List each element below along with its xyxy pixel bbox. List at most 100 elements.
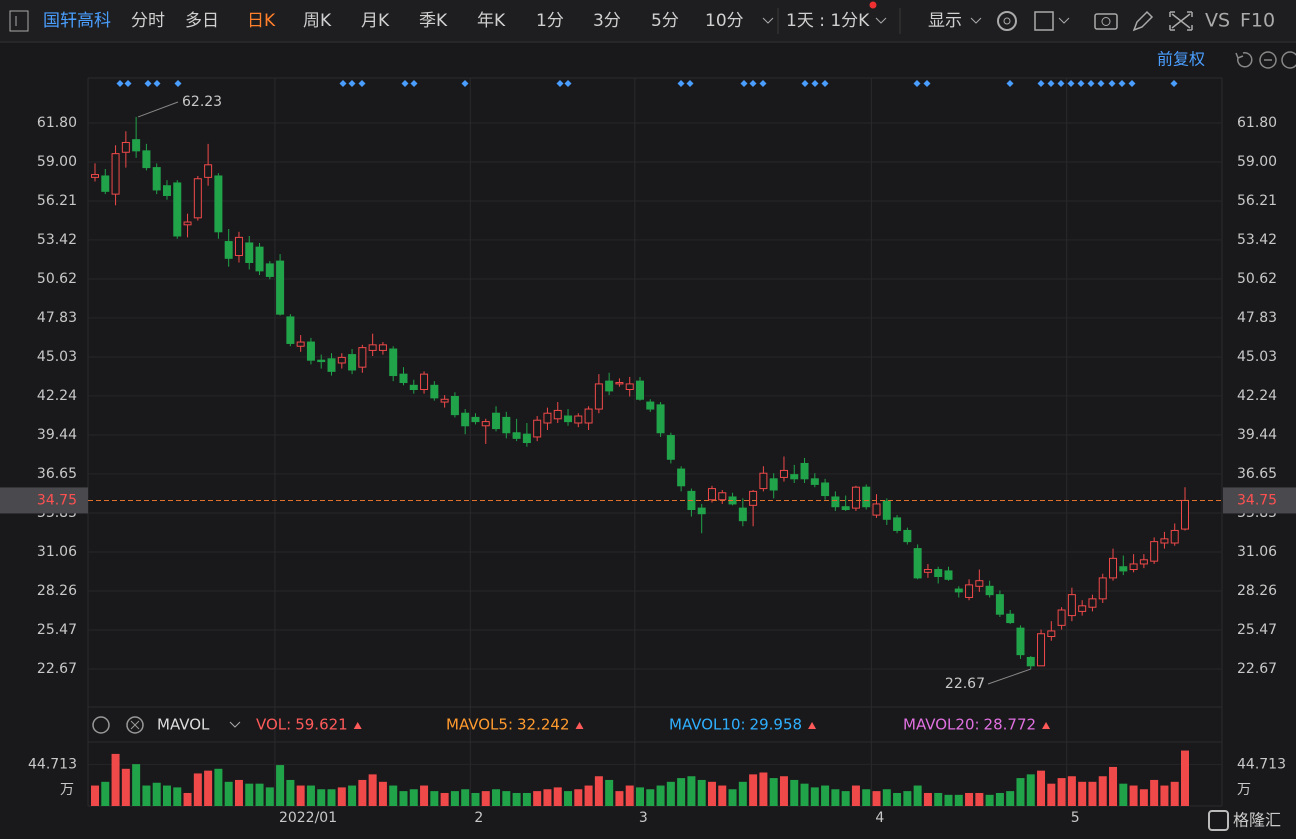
indicator-settings[interactable]: [92, 716, 110, 734]
zoom-in-icon[interactable]: [1281, 51, 1296, 69]
indicator-close[interactable]: [126, 716, 144, 734]
f10-button[interactable]: F10: [1240, 10, 1275, 32]
chevron[interactable]: [970, 17, 982, 24]
reset-icon[interactable]: [1235, 52, 1253, 68]
candle-body: [975, 580, 984, 587]
volume-bar: [841, 791, 850, 806]
legend-value: 28.772: [984, 716, 1037, 734]
y-tick-label: 47.83: [37, 310, 77, 326]
camera-icon[interactable]: [1094, 13, 1118, 30]
period-tab[interactable]: 1分: [536, 11, 564, 31]
candle-body: [707, 488, 716, 501]
stock-name[interactable]: 国轩高科: [43, 11, 111, 31]
candle-body: [234, 236, 243, 257]
x-tick-label: 5: [1071, 810, 1080, 826]
volume-bar: [707, 781, 716, 806]
period-tab[interactable]: 3分: [593, 11, 621, 31]
candle-body: [1047, 630, 1056, 638]
period-tab[interactable]: 周K: [303, 11, 332, 31]
volume-bar: [759, 772, 768, 806]
chevron[interactable]: [1058, 17, 1070, 24]
chevron[interactable]: [229, 721, 241, 728]
volume-bar: [276, 765, 285, 806]
watermark: 格隆汇: [1233, 811, 1281, 830]
candle-body: [594, 383, 603, 410]
period-select[interactable]: 1天 : 1分K: [786, 11, 870, 31]
settings-icon[interactable]: [997, 11, 1017, 31]
volume-bar: [625, 785, 634, 806]
volume-bar: [91, 785, 99, 806]
candle-body: [358, 347, 367, 368]
period-tab[interactable]: 日K: [247, 11, 276, 31]
period-tab[interactable]: 年K: [477, 11, 506, 31]
candle-body: [430, 384, 439, 399]
volume-bar: [821, 785, 830, 806]
volume-bar: [965, 792, 974, 806]
chevron[interactable]: [875, 17, 887, 24]
tabs: 分时 多日 日K 周K 月K 季K 年K 1分 3分 5分 10分: [131, 11, 744, 31]
volume-bar: [677, 778, 686, 806]
high-annotation: 62.23: [182, 94, 222, 110]
period-tab[interactable]: 季K: [419, 11, 448, 31]
volume-bar: [862, 789, 871, 806]
candle-body: [821, 482, 830, 497]
y-tick-label-right: 42.24: [1237, 388, 1277, 404]
candle-body: [450, 395, 459, 416]
zoom-out-icon[interactable]: [1259, 51, 1277, 69]
candle-body: [1170, 529, 1179, 544]
menu-icon[interactable]: [9, 10, 29, 32]
y-tick-label: 59.00: [37, 154, 77, 170]
y-tick-label: 25.47: [37, 622, 77, 638]
candle-body: [1150, 541, 1159, 562]
volume-bar: [790, 779, 799, 806]
signal-marker: [1047, 80, 1055, 87]
candle-body: [378, 344, 387, 351]
y-tick-label: 61.80: [37, 115, 77, 131]
volume-bar: [245, 783, 254, 806]
volume-bar: [1139, 789, 1148, 806]
chevron[interactable]: [762, 17, 774, 24]
period-tab[interactable]: 10分: [705, 11, 744, 31]
volume-bar: [882, 789, 891, 806]
candle-body: [193, 178, 202, 219]
volume-bar: [327, 789, 336, 806]
candle-body: [625, 383, 634, 390]
candle-body: [1098, 577, 1107, 600]
candle-body: [862, 486, 871, 508]
volume-bar: [893, 792, 902, 806]
volume-bar: [831, 789, 840, 806]
period-tab[interactable]: 多日: [185, 11, 219, 31]
camera-lens: [1101, 17, 1111, 26]
indicator-name[interactable]: MAVOL: [157, 716, 210, 734]
volume-bar: [420, 785, 429, 806]
layout-icon[interactable]: [1034, 11, 1054, 31]
volume-bar: [985, 794, 994, 806]
display-menu[interactable]: 显示: [928, 11, 962, 31]
volume-bar: [348, 785, 357, 806]
legend-label: VOL:: [256, 716, 291, 734]
volume-bar: [173, 787, 182, 806]
volume-bar: [1067, 776, 1076, 806]
volume-bar: [851, 785, 860, 806]
signal-marker: [410, 80, 418, 87]
draw-icon[interactable]: [1132, 10, 1154, 32]
y-tick-label: 53.42: [37, 232, 77, 248]
candle-body: [348, 354, 357, 371]
y-tick-label: 39.44: [37, 427, 77, 443]
y-tick-label-right: 28.26: [1237, 583, 1277, 599]
period-tab[interactable]: 5分: [651, 11, 679, 31]
period-tab[interactable]: 月K: [361, 11, 390, 31]
volume-bar: [492, 789, 501, 806]
adjust-mode[interactable]: 前复权: [1157, 50, 1205, 69]
period-tab[interactable]: 分时: [131, 11, 165, 31]
candle-body: [995, 594, 1004, 615]
volume-bar: [687, 776, 696, 806]
vs-button[interactable]: VS: [1205, 10, 1230, 32]
volume-bar: [265, 787, 274, 806]
fullscreen-icon[interactable]: [1169, 11, 1193, 31]
toolbar: [0, 0, 1296, 42]
volume-bar: [533, 791, 542, 806]
signal-marker: [740, 80, 748, 87]
volume-bar: [1098, 776, 1107, 806]
candle-body: [1088, 598, 1097, 608]
